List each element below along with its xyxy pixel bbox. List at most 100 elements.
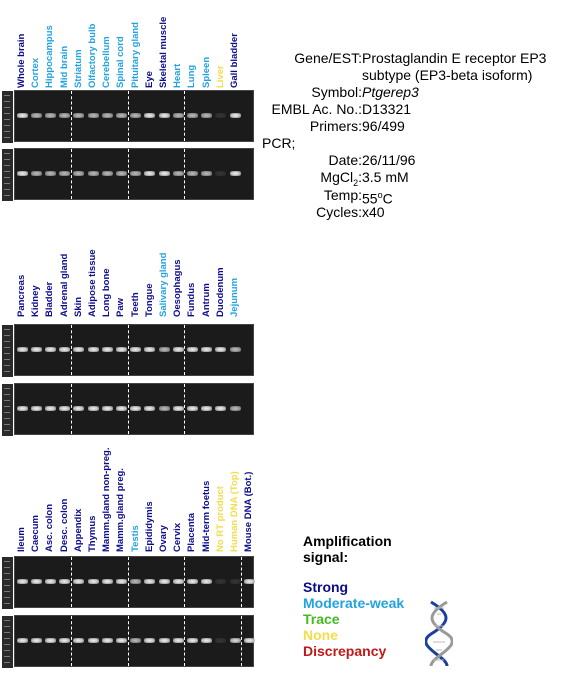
gel-band — [73, 638, 85, 643]
lane-label: Spinal cord — [115, 36, 127, 88]
gel-band — [243, 579, 255, 584]
lane-divider — [70, 384, 72, 434]
gel-image-bottom-3 — [2, 615, 255, 668]
gel-band — [158, 347, 170, 352]
lane-label: Spleen — [200, 56, 212, 88]
lane-label: Liver — [214, 65, 226, 88]
lane-label: Skeletal muscle — [158, 16, 169, 88]
gel-band — [115, 406, 127, 411]
gel-band — [73, 113, 85, 118]
date-value: 26/11/96 — [362, 152, 416, 168]
gel-band — [158, 171, 170, 176]
lane-divider — [70, 91, 72, 141]
gel-band — [243, 638, 255, 643]
gel-band — [115, 171, 127, 176]
amplification-legend: Amplification signal: Strong Moderate-we… — [303, 533, 503, 659]
lane-label: Ileum — [16, 527, 27, 552]
gene-row: Gene/EST: Prostaglandin E receptor EP3 — [262, 50, 562, 67]
lane-divider — [127, 616, 129, 666]
lane-label: Mamm.gland non-preg. — [101, 447, 113, 553]
legend-trace: Trace — [303, 611, 340, 627]
gel-band — [115, 638, 127, 643]
lane-divider — [184, 557, 186, 607]
gel-band — [229, 406, 241, 411]
lane-label: Paw — [115, 297, 127, 317]
lane-divider — [184, 616, 186, 666]
primers-key: Primers: — [309, 118, 362, 134]
lane-divider — [241, 557, 243, 607]
gel-band — [201, 406, 213, 411]
lane-label: Mamm.gland preg. — [115, 468, 127, 552]
gel-band — [59, 171, 71, 176]
gel-band — [144, 406, 156, 411]
gel-band — [186, 347, 198, 352]
gel-band — [73, 579, 85, 584]
ladder-icon — [2, 91, 13, 143]
lane-labels-2: Pancreas Kidney Bladder Adrenal gland Skin Ad… — [14, 237, 254, 317]
pcr-key: PCR; — [262, 135, 296, 151]
lane-label: Skin — [72, 296, 84, 317]
lane-divider — [241, 616, 243, 666]
gel-band — [158, 579, 170, 584]
lane-label: Tongue — [143, 283, 155, 317]
gel-band — [186, 171, 198, 176]
gel-band — [44, 171, 56, 176]
gel-band — [172, 579, 184, 584]
cycles-row: Cycles: x40 — [262, 204, 562, 221]
lane-labels-1: Whole brain Cortex Hippocampus Mid brain Str… — [14, 8, 254, 88]
date-key: Date: — [328, 152, 362, 168]
lane-label: Hippocampus — [44, 25, 56, 88]
gel-band — [172, 113, 184, 118]
lane-label: Asc. colon — [44, 503, 56, 552]
lane-label: Desc. colon — [58, 498, 70, 552]
gel-band — [87, 171, 99, 176]
gel-band — [115, 347, 127, 352]
lane-labels-3: Ileum Caecum Asc. colon Desc. colon Appendix… — [14, 448, 254, 553]
gel-band — [30, 113, 42, 118]
gel-image-top-3 — [2, 556, 255, 609]
dna-helix-icon — [425, 600, 453, 667]
gel-band — [87, 406, 99, 411]
gel-band — [30, 638, 42, 643]
gel-band — [44, 347, 56, 352]
lane-divider — [127, 384, 129, 434]
gel-band — [101, 638, 113, 643]
gel-band — [215, 171, 227, 176]
ladder-icon — [2, 616, 13, 668]
gel-band — [87, 579, 99, 584]
gel-band — [130, 171, 142, 176]
primers-value: 96/499 — [362, 118, 405, 134]
gel-panel-3: Ileum Caecum Asc. colon Desc. colon Appendix… — [0, 448, 260, 672]
gel-band — [73, 347, 85, 352]
gel-band — [215, 638, 227, 643]
ladder-icon — [2, 384, 13, 436]
lane-divider — [127, 91, 129, 141]
lane-label: Duodenum — [214, 267, 226, 317]
gel-image-top-2 — [2, 324, 254, 377]
gel-band — [172, 638, 184, 643]
legend-title-2: signal: — [303, 549, 349, 565]
gel-band — [16, 406, 28, 411]
lane-label: Cortex — [30, 57, 42, 88]
lane-label: Gall bladder — [229, 33, 240, 88]
legend-none: None — [303, 627, 338, 643]
gel-band — [30, 171, 42, 176]
lane-label: Human DNA (Top) — [229, 471, 240, 552]
gel-band — [130, 579, 142, 584]
lane-label: Fundus — [186, 282, 198, 317]
gel-band — [44, 113, 56, 118]
gel-band — [30, 579, 42, 584]
ladder-icon — [2, 149, 13, 201]
gel-band — [201, 171, 213, 176]
gel-image-bottom-1 — [2, 148, 254, 201]
gel-band — [130, 638, 142, 643]
gel-band — [215, 579, 227, 584]
gene-value-1: Prostaglandin E receptor EP3 — [362, 50, 547, 66]
date-row: Date: 26/11/96 — [262, 152, 562, 169]
cycles-value: x40 — [362, 204, 385, 220]
cycles-key: Cycles: — [316, 204, 362, 220]
gel-band — [87, 638, 99, 643]
lane-divider — [127, 149, 129, 199]
lane-label: Striatum — [72, 49, 84, 88]
gel-band — [16, 171, 28, 176]
